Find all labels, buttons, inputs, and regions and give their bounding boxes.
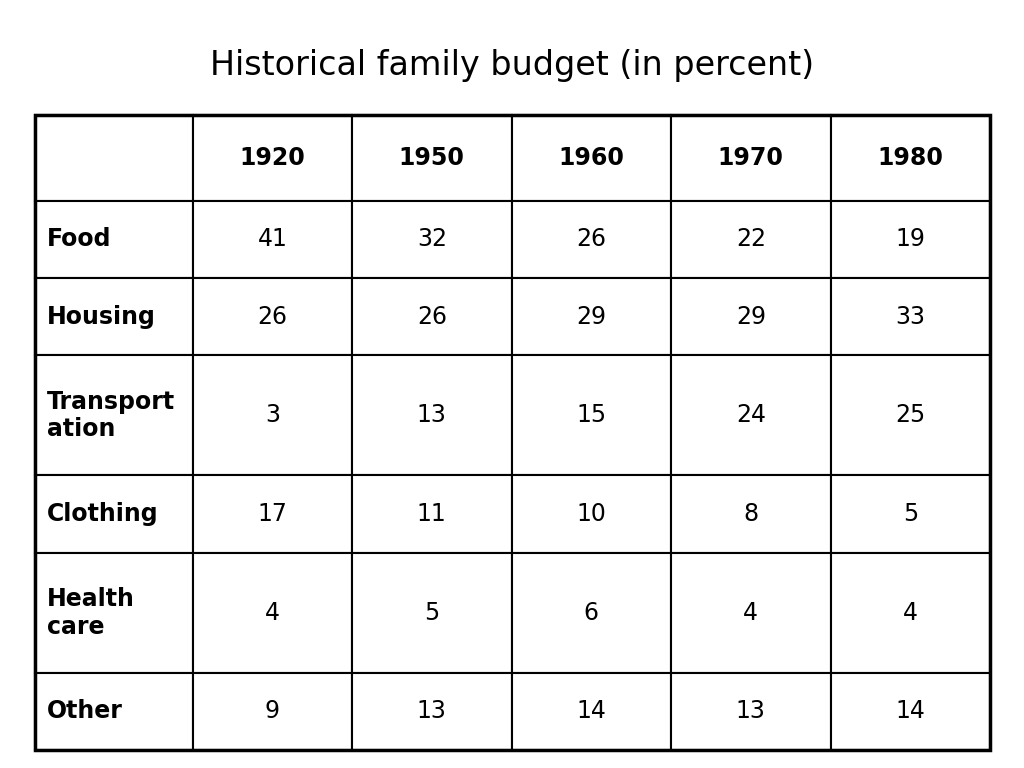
Text: Health
care: Health care [47,587,135,638]
Bar [193,115,352,200]
Bar [193,278,352,356]
Text: 17: 17 [257,502,288,526]
Text: 41: 41 [257,227,288,251]
Text: 19: 19 [895,227,926,251]
Bar [830,553,990,673]
Text: 4: 4 [743,601,759,624]
Text: 26: 26 [417,305,446,329]
Text: 11: 11 [417,502,446,526]
Text: 1980: 1980 [878,146,943,170]
Bar [35,553,193,673]
Bar [512,278,671,356]
Bar [671,475,830,553]
Text: 8: 8 [743,502,759,526]
Bar [512,356,671,475]
Bar [830,200,990,278]
Text: 15: 15 [577,403,606,428]
Text: 14: 14 [895,700,926,723]
Bar [352,475,512,553]
Text: 4: 4 [265,601,280,624]
Bar [35,115,990,750]
Bar [352,200,512,278]
Bar [830,475,990,553]
Text: 5: 5 [424,601,439,624]
Text: 4: 4 [903,601,918,624]
Text: 14: 14 [577,700,606,723]
Text: Food: Food [47,227,112,251]
Bar [671,673,830,750]
Bar [352,278,512,356]
Bar [193,200,352,278]
Bar [35,115,193,200]
Text: 1970: 1970 [718,146,783,170]
Bar [830,278,990,356]
Bar [35,356,193,475]
Text: 13: 13 [736,700,766,723]
Bar [193,356,352,475]
Text: 25: 25 [895,403,926,428]
Bar [671,553,830,673]
Bar [830,115,990,200]
Text: 5: 5 [902,502,918,526]
Text: 32: 32 [417,227,446,251]
Text: Other: Other [47,700,123,723]
Text: 29: 29 [736,305,766,329]
Text: Historical family budget (in percent): Historical family budget (in percent) [210,48,814,81]
Text: 13: 13 [417,403,446,428]
Text: Housing: Housing [47,305,156,329]
Bar [512,553,671,673]
Bar [512,475,671,553]
Text: 26: 26 [577,227,606,251]
Text: 3: 3 [265,403,280,428]
Bar [671,115,830,200]
Text: 13: 13 [417,700,446,723]
Text: 1950: 1950 [399,146,465,170]
Bar [512,673,671,750]
Text: 22: 22 [736,227,766,251]
Bar [671,278,830,356]
Bar [35,278,193,356]
Text: 9: 9 [265,700,280,723]
Bar [193,475,352,553]
Bar [35,475,193,553]
Text: 33: 33 [895,305,926,329]
Bar [352,673,512,750]
Text: 6: 6 [584,601,599,624]
Text: 26: 26 [257,305,288,329]
Text: Clothing: Clothing [47,502,159,526]
Bar [352,553,512,673]
Bar [35,200,193,278]
Bar [352,115,512,200]
Text: Transport
ation: Transport ation [47,389,175,442]
Text: 24: 24 [736,403,766,428]
Bar [193,553,352,673]
Bar [352,356,512,475]
Text: 1920: 1920 [240,146,305,170]
Text: 29: 29 [577,305,606,329]
Text: 1960: 1960 [558,146,625,170]
Bar [671,200,830,278]
Bar [193,673,352,750]
Text: 10: 10 [577,502,606,526]
Bar [830,356,990,475]
Bar [512,115,671,200]
Bar [35,673,193,750]
Bar [671,356,830,475]
Bar [512,200,671,278]
Bar [830,673,990,750]
